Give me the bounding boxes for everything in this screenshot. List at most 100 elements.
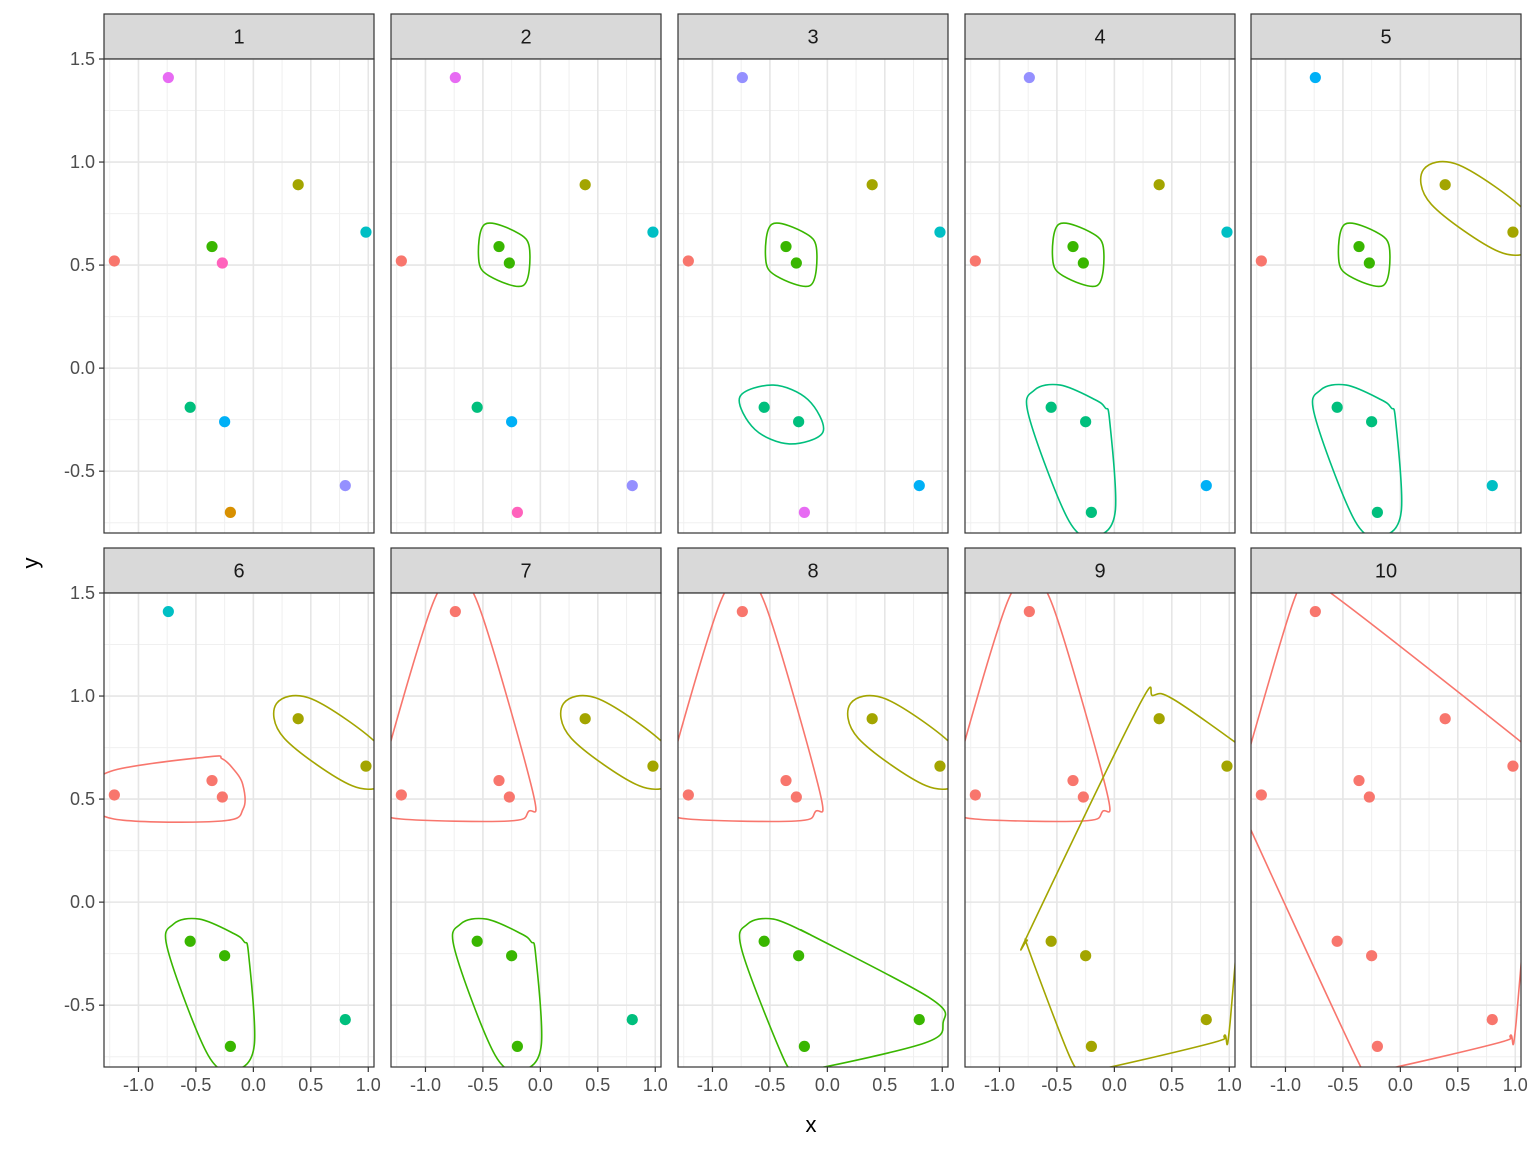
data-marks: [104, 605, 374, 1067]
panel-border: [1250, 592, 1522, 1068]
facet-strip-label: 5: [1380, 27, 1391, 49]
data-marks: [1255, 71, 1521, 533]
data-point: [511, 506, 523, 518]
axes: -0.5 0.0 0.5 1.0 1.5 -0.5 0.0 0.5 1.0 1.5 -1.0 -0.5…: [64, 49, 1528, 1095]
data-point: [793, 416, 805, 428]
data-point: [682, 255, 694, 267]
y-tick-label: 0.0: [70, 892, 95, 912]
data-point: [292, 179, 304, 191]
data-point: [913, 1014, 925, 1026]
cluster-hull: [1311, 383, 1403, 533]
data-point: [1221, 760, 1233, 772]
facet-panel-9: 9: [964, 547, 1236, 1068]
data-point: [647, 760, 659, 772]
facet-panel-10: 10: [1250, 547, 1522, 1068]
data-point: [579, 713, 591, 725]
x-tick-label: -1.0: [1270, 1075, 1301, 1095]
gridlines: [678, 59, 948, 533]
data-point: [1363, 257, 1375, 269]
data-point: [1507, 760, 1519, 772]
panel-border: [677, 592, 949, 1068]
data-point: [503, 257, 515, 269]
data-point: [162, 71, 174, 84]
data-point: [1331, 401, 1343, 413]
data-point: [682, 789, 694, 801]
panel-border: [103, 58, 375, 534]
data-point: [934, 226, 946, 238]
cluster-hull: [451, 917, 543, 1067]
data-point: [626, 1014, 638, 1026]
data-marks: [965, 593, 1235, 1067]
facet-strip-10: [1250, 547, 1522, 594]
data-point: [1439, 179, 1451, 191]
x-tick-label: 1.0: [1217, 1075, 1242, 1095]
data-point: [798, 1040, 810, 1052]
panel-border: [390, 592, 662, 1068]
x-tick-label: -0.5: [1041, 1075, 1072, 1095]
panel-border: [964, 58, 1236, 534]
x-tick-label: -1.0: [123, 1075, 154, 1095]
data-point: [493, 240, 505, 253]
facet-strip-4: [964, 13, 1236, 60]
y-tick-label: 1.5: [70, 583, 95, 603]
data-point: [471, 935, 483, 947]
facet-panel-5: 5: [1250, 13, 1522, 534]
y-tick-label: 1.5: [70, 49, 95, 69]
facet-strip-3: [677, 13, 949, 60]
plot-area: [678, 59, 948, 533]
plot-area: [1251, 59, 1521, 533]
data-point: [1255, 789, 1267, 801]
plot-area: [104, 593, 374, 1067]
facet-strip-label: 1: [233, 27, 244, 49]
data-marks: [391, 593, 661, 1067]
facet-panel-4: 4: [964, 13, 1236, 534]
y-tick-label: 0.5: [70, 255, 95, 275]
panel-border: [1250, 58, 1522, 534]
data-point: [736, 71, 748, 84]
data-point: [1363, 791, 1375, 803]
data-point: [224, 1040, 236, 1052]
gridlines: [1251, 593, 1521, 1067]
data-point: [1200, 1014, 1212, 1026]
data-point: [395, 255, 407, 267]
facet-strip-9: [964, 547, 1236, 594]
x-tick-label: 1.0: [930, 1075, 955, 1095]
data-point: [292, 713, 304, 725]
data-point: [1067, 240, 1079, 253]
data-point: [1486, 480, 1498, 492]
x-tick-label: -1.0: [984, 1075, 1015, 1095]
data-point: [1045, 401, 1057, 413]
facet-strip-1: [103, 13, 375, 60]
data-point: [506, 416, 518, 428]
data-point: [184, 935, 196, 947]
cluster-hull: [764, 222, 818, 288]
data-point: [1439, 713, 1451, 725]
cluster-hull: [559, 694, 661, 791]
panel-border: [390, 58, 662, 534]
y-tick-label: 0.0: [70, 358, 95, 378]
gridlines: [965, 593, 1235, 1067]
x-tick-label: 1.0: [1503, 1075, 1528, 1095]
facet-strip-label: 4: [1094, 27, 1105, 49]
plot-area: [104, 59, 374, 533]
y-tick-label: -0.5: [64, 995, 95, 1015]
y-tick-label: 1.0: [70, 686, 95, 706]
x-tick-label: 1.0: [356, 1075, 381, 1095]
data-point: [216, 257, 228, 269]
data-point: [579, 179, 591, 191]
data-point: [511, 1040, 523, 1052]
panel-border: [964, 592, 1236, 1068]
data-point: [1200, 480, 1212, 492]
data-point: [162, 605, 174, 618]
x-tick-label: 0.5: [1445, 1075, 1470, 1095]
facet-strip-label: 6: [233, 561, 244, 583]
data-point: [1023, 605, 1035, 618]
data-marks: [1251, 593, 1521, 1067]
x-tick-label: 1.0: [643, 1075, 668, 1095]
cluster-hull: [164, 917, 256, 1067]
gridlines: [965, 59, 1235, 533]
y-tick-label: 1.0: [70, 152, 95, 172]
data-marks: [969, 71, 1233, 533]
data-point: [790, 791, 802, 803]
cluster-hull: [738, 384, 825, 445]
